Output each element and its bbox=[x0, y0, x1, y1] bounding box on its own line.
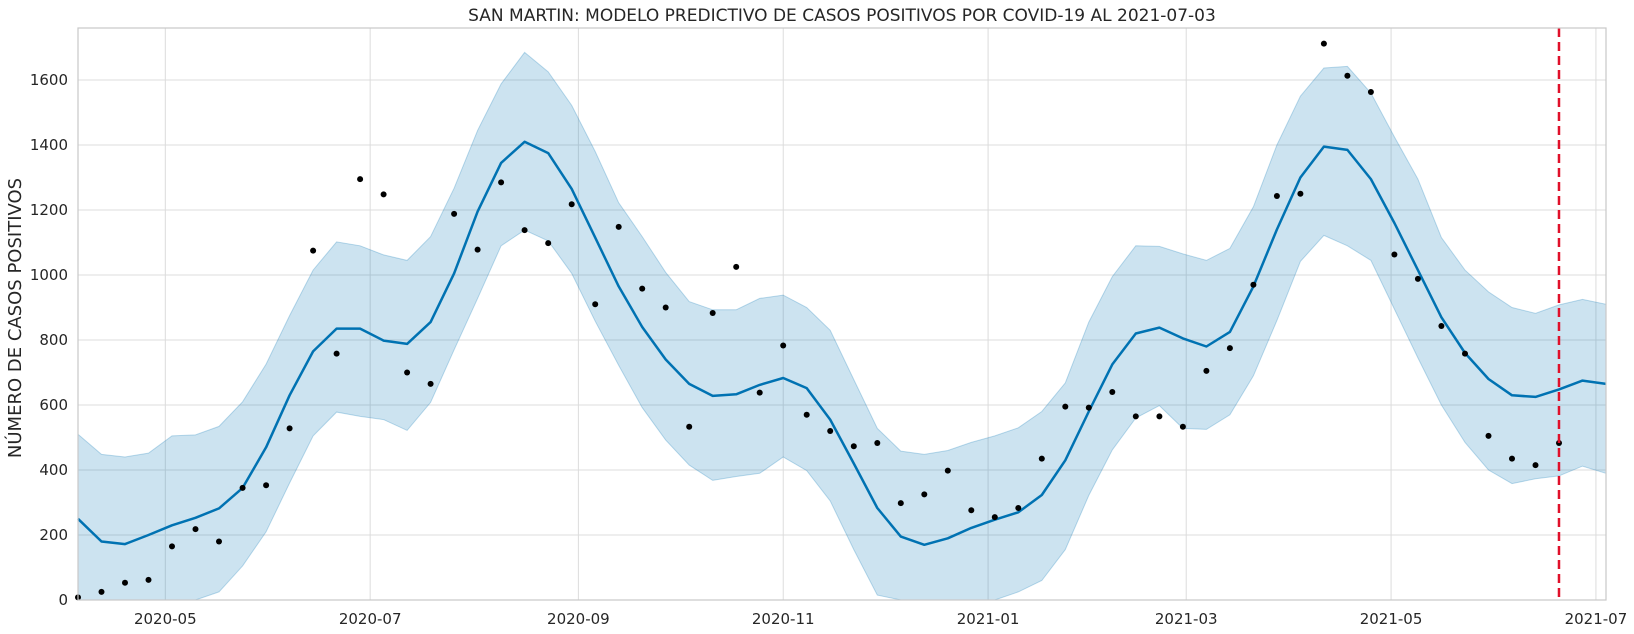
observed-point bbox=[451, 210, 458, 217]
observed-point bbox=[1179, 423, 1186, 430]
observed-point bbox=[1250, 281, 1257, 288]
forecast-line bbox=[77, 140, 1607, 547]
y-tick-label: 400 bbox=[39, 461, 68, 479]
observed-point bbox=[592, 301, 599, 308]
x-tick-label: 2021-07 bbox=[1565, 610, 1628, 628]
observed-point bbox=[1297, 190, 1304, 197]
observed-point bbox=[780, 342, 787, 349]
y-tick-label: 200 bbox=[39, 526, 68, 544]
observed-point bbox=[733, 263, 740, 270]
observed-point bbox=[874, 440, 881, 446]
observed-point bbox=[427, 380, 434, 387]
x-tick-label: 2021-05 bbox=[1360, 610, 1423, 628]
forecast-line-group bbox=[77, 140, 1607, 547]
observed-point bbox=[1132, 413, 1139, 420]
observed-point bbox=[921, 491, 928, 498]
observed-point bbox=[897, 500, 904, 507]
observed-point bbox=[1462, 350, 1468, 357]
y-tick-label: 800 bbox=[39, 331, 68, 349]
x-tick-label: 2020-09 bbox=[547, 610, 610, 628]
observed-point bbox=[568, 201, 575, 208]
observed-point bbox=[404, 369, 411, 376]
observed-point bbox=[286, 425, 293, 432]
observed-point bbox=[944, 467, 951, 474]
x-tick-label: 2021-01 bbox=[957, 610, 1020, 628]
observed-point bbox=[1015, 505, 1022, 511]
x-tick-label: 2021-03 bbox=[1155, 610, 1218, 628]
observed-point bbox=[1226, 345, 1233, 352]
observed-point bbox=[357, 176, 364, 183]
observed-point bbox=[827, 428, 834, 434]
uncertainty-band-area bbox=[77, 51, 1607, 601]
observed-point bbox=[145, 576, 152, 583]
x-tick-label: 2020-05 bbox=[134, 610, 197, 628]
observed-point bbox=[1156, 413, 1163, 420]
chart-title: SAN MARTIN: MODELO PREDICTIVO DE CASOS P… bbox=[468, 6, 1216, 26]
observed-point bbox=[709, 310, 716, 316]
y-axis-label: NÚMERO DE CASOS POSITIVOS bbox=[4, 178, 26, 458]
gridlines bbox=[78, 28, 1606, 601]
observed-point bbox=[169, 543, 175, 550]
y-tick-labels: 0 200 400 600 800 1000 1200 1400 1600 bbox=[30, 71, 68, 609]
observed-point bbox=[216, 538, 222, 545]
observed-point bbox=[1203, 367, 1210, 374]
y-tick-label: 0 bbox=[58, 591, 68, 609]
observed-point bbox=[756, 389, 763, 396]
observed-point bbox=[380, 191, 387, 198]
observed-point bbox=[968, 507, 975, 514]
observed-point bbox=[498, 179, 505, 186]
y-tick-label: 1600 bbox=[30, 71, 68, 89]
observed-point bbox=[639, 285, 646, 292]
observed-point bbox=[1532, 462, 1539, 469]
y-tick-label: 600 bbox=[39, 396, 68, 414]
observed-point bbox=[122, 579, 128, 586]
observed-point bbox=[1509, 455, 1515, 462]
observed-point bbox=[1414, 275, 1421, 282]
uncertainty-band bbox=[77, 51, 1607, 601]
observed-point bbox=[521, 227, 528, 234]
y-tick-label: 1200 bbox=[30, 201, 68, 219]
observed-point bbox=[474, 246, 481, 253]
observed-point bbox=[263, 482, 270, 489]
observed-point bbox=[333, 350, 340, 357]
observed-point bbox=[545, 240, 552, 247]
observed-point bbox=[1062, 403, 1069, 410]
observed-point bbox=[1273, 193, 1280, 199]
observed-point bbox=[1109, 389, 1116, 395]
x-tick-label: 2020-11 bbox=[752, 610, 815, 628]
observed-point bbox=[1391, 251, 1398, 258]
observed-point bbox=[686, 423, 693, 430]
x-tick-label: 2020-07 bbox=[339, 610, 402, 628]
observed-point bbox=[98, 588, 105, 595]
observed-point bbox=[1485, 432, 1492, 439]
observed-point bbox=[1367, 89, 1374, 95]
observed-point bbox=[662, 304, 669, 311]
observed-point bbox=[310, 247, 317, 254]
observed-point bbox=[1344, 72, 1351, 79]
observed-point bbox=[1320, 40, 1327, 47]
observed-point bbox=[850, 443, 857, 450]
x-tick-labels: 2020-05 2020-07 2020-09 2020-11 2021-01 2021-… bbox=[134, 610, 1627, 628]
observed-point bbox=[1085, 404, 1092, 411]
observed-point bbox=[615, 223, 622, 230]
observed-point bbox=[803, 411, 810, 418]
plot-frame bbox=[77, 27, 1607, 601]
observed-point bbox=[991, 514, 998, 521]
observed-point bbox=[1438, 323, 1445, 329]
observed-point bbox=[192, 526, 199, 533]
y-tick-label: 1000 bbox=[30, 266, 68, 284]
y-tick-label: 1400 bbox=[30, 136, 68, 154]
observed-point bbox=[1038, 455, 1045, 462]
observed-point bbox=[239, 484, 246, 491]
